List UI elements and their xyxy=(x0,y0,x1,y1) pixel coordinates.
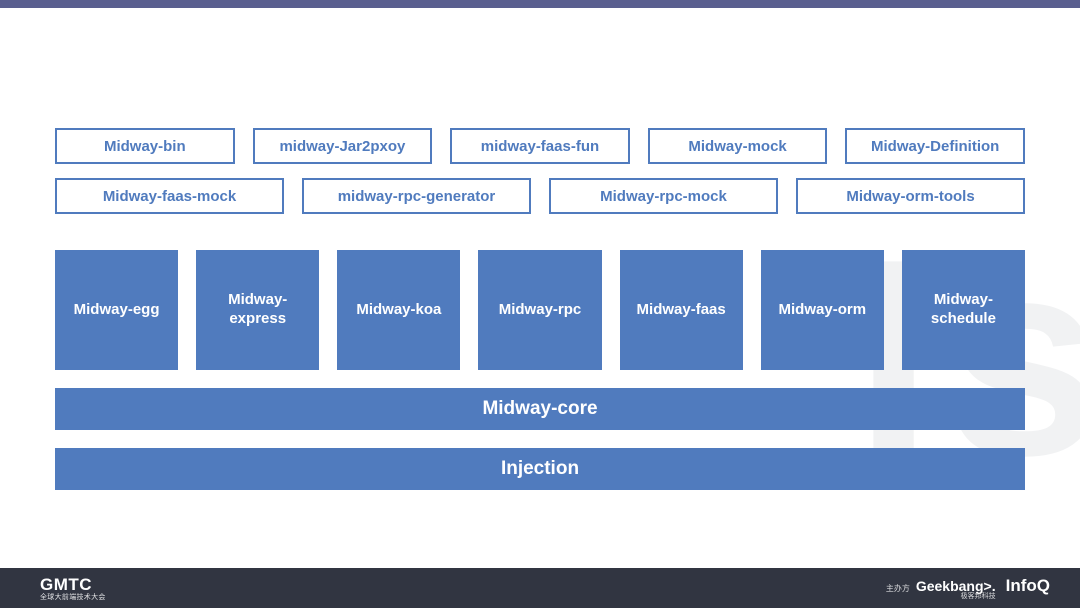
footer-sponsor-label: 主办方 xyxy=(886,583,910,594)
footer-left: GMTC 全球大前端技术大会 xyxy=(40,576,106,601)
tool-box: Midway-Definition xyxy=(845,128,1025,164)
module-box: Midway-faas xyxy=(620,250,743,370)
top-bar xyxy=(0,0,1080,8)
tool-box: Midway-bin xyxy=(55,128,235,164)
injection-box: Injection xyxy=(55,448,1025,490)
diagram-area: Ts Midway-bin midway-Jar2pxoy midway-faa… xyxy=(0,8,1080,568)
tool-box: Midway-mock xyxy=(648,128,828,164)
footer-infoq-logo: InfoQ xyxy=(1006,576,1050,596)
core-box: Midway-core xyxy=(55,388,1025,430)
footer-geekbang: Geekbang>. 极客邦科技 xyxy=(916,579,996,600)
tool-box: midway-faas-fun xyxy=(450,128,630,164)
module-box: Midway-schedule xyxy=(902,250,1025,370)
module-box: Midway-koa xyxy=(337,250,460,370)
module-box: Midway-egg xyxy=(55,250,178,370)
core-row: Midway-core xyxy=(55,388,1025,430)
architecture-diagram: Midway-bin midway-Jar2pxoy midway-faas-f… xyxy=(55,128,1025,490)
footer-right: 主办方 Geekbang>. 极客邦科技 InfoQ xyxy=(886,576,1050,600)
tool-box: Midway-orm-tools xyxy=(796,178,1025,214)
module-box: Midway-express xyxy=(196,250,319,370)
module-box: Midway-rpc xyxy=(478,250,601,370)
footer-subtitle: 全球大前端技术大会 xyxy=(40,594,106,601)
tools-row-2: Midway-faas-mock midway-rpc-generator Mi… xyxy=(55,178,1025,214)
footer-geekbang-logo: Geekbang>. xyxy=(916,579,996,593)
tool-box: midway-rpc-generator xyxy=(302,178,531,214)
injection-row: Injection xyxy=(55,448,1025,490)
footer-geekbang-sub: 极客邦科技 xyxy=(961,593,996,600)
footer-brand: GMTC xyxy=(40,576,106,593)
tool-box: Midway-faas-mock xyxy=(55,178,284,214)
tool-box: Midway-rpc-mock xyxy=(549,178,778,214)
module-box: Midway-orm xyxy=(761,250,884,370)
tool-box: midway-Jar2pxoy xyxy=(253,128,433,164)
footer-bar: GMTC 全球大前端技术大会 主办方 Geekbang>. 极客邦科技 Info… xyxy=(0,568,1080,608)
modules-row: Midway-egg Midway-express Midway-koa Mid… xyxy=(55,250,1025,370)
tools-row-1: Midway-bin midway-Jar2pxoy midway-faas-f… xyxy=(55,128,1025,164)
